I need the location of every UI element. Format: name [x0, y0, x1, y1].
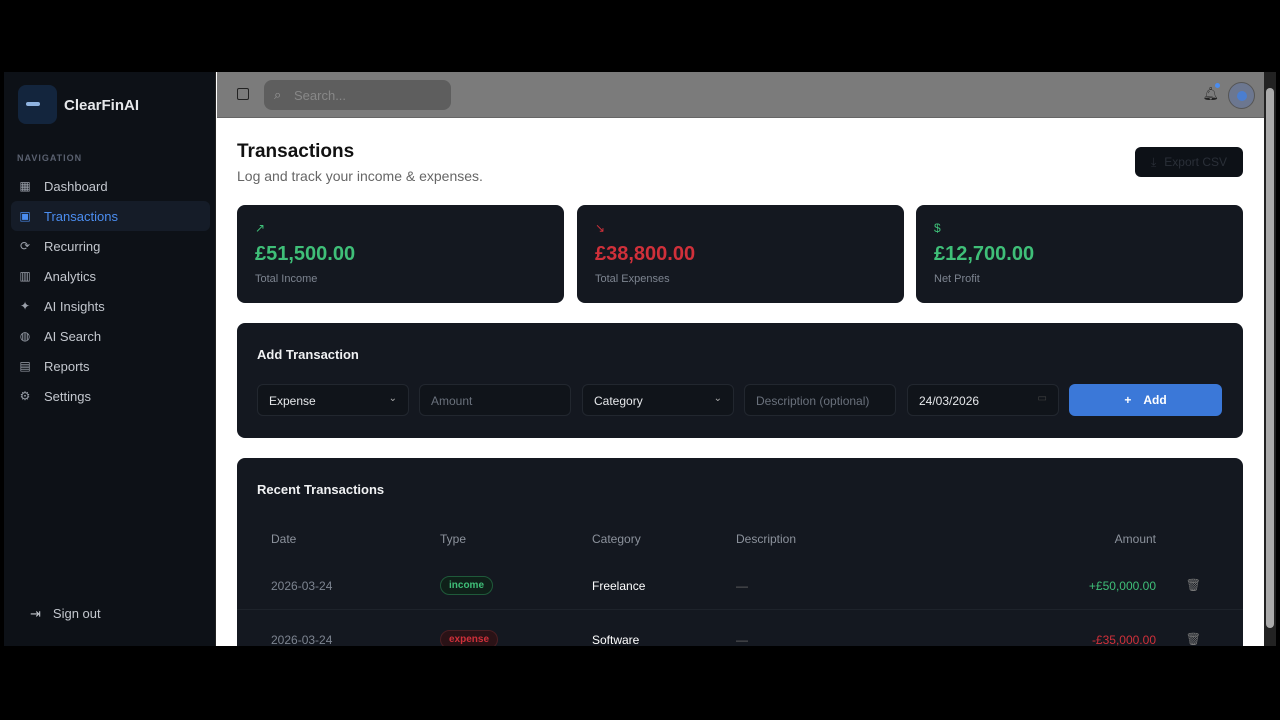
add-label: Add [1143, 393, 1167, 407]
date-input[interactable]: 24/03/2026 ▭ [907, 384, 1059, 416]
trending-down-icon: ↘ [595, 221, 606, 235]
nav-section-label: NAVIGATION [17, 153, 83, 163]
dollar-icon: $ [934, 221, 941, 235]
sidebar-item-reports[interactable]: ▤ Reports [11, 351, 210, 381]
sign-out-label: Sign out [52, 606, 101, 621]
stat-value: £51,500.00 [255, 243, 356, 265]
amount-input[interactable]: Amount [419, 384, 571, 416]
type-value: Expense [269, 394, 316, 408]
sign-out-button[interactable]: ⇥ Sign out [30, 606, 101, 622]
refresh-icon: ⟳ [19, 239, 31, 253]
trash-icon[interactable]: 🗑︎ [1185, 632, 1201, 646]
sidebar-item-ai-search[interactable]: ◍ AI Search [11, 321, 210, 351]
stat-value: £12,700.00 [934, 243, 1035, 265]
notification-dot [1215, 83, 1220, 88]
sidebar-item-label: Dashboard [44, 178, 108, 194]
description-input[interactable]: Description (optional) [744, 384, 896, 416]
search-input[interactable]: ⌕ Search... [264, 80, 451, 110]
app-window: ClearFinAI NAVIGATION ▦ Dashboard ▣ Transa… [4, 72, 1276, 646]
type-badge: income [440, 576, 494, 595]
dashboard-icon: ▦ [19, 179, 31, 193]
sidebar-item-label: Settings [44, 388, 91, 404]
stat-card-income: ↗ £51,500.00 Total Income [237, 205, 564, 303]
table-row: 2026-03-24 expense Software — -£35,000.0… [237, 612, 1243, 646]
globe-icon: ◍ [19, 329, 31, 343]
sidebar-item-ai-insights[interactable]: ✦ AI Insights [11, 291, 210, 321]
bell-icon[interactable]: 🔔︎ [1202, 86, 1219, 101]
chevron-down-icon: ⌄ [388, 393, 397, 404]
page-subtitle: Log and track your income & expenses. [237, 168, 483, 184]
page-title: Transactions [237, 141, 355, 162]
section-title: Add Transaction [257, 347, 359, 362]
stat-card-expenses: ↘ £38,800.00 Total Expenses [577, 205, 904, 303]
export-label: Export CSV [1164, 155, 1227, 169]
stat-card-net-profit: $ £12,700.00 Net Profit [916, 205, 1243, 303]
search-placeholder: Search... [294, 88, 347, 103]
amount-cell: -£35,000.00 [1091, 633, 1156, 646]
column-header-type: Type [440, 532, 467, 546]
column-header-description: Description [736, 532, 797, 546]
trending-up-icon: ↗ [255, 221, 266, 235]
sidebar-item-settings[interactable]: ⚙ Settings [11, 381, 210, 411]
date-cell: 2026-03-24 [271, 579, 333, 593]
logo [18, 85, 57, 124]
column-header-category: Category [592, 532, 641, 546]
sign-out-icon: ⇥ [30, 606, 41, 621]
recent-transactions-card: Recent Transactions Date Type Category D… [237, 458, 1243, 646]
brand-name: ClearFinAI [64, 97, 140, 114]
bar-chart-icon: ▥ [19, 269, 31, 283]
stat-label: Total Income [255, 273, 318, 285]
table-row: 2026-03-24 income Freelance — +£50,000.0… [237, 558, 1243, 610]
avatar[interactable] [1228, 82, 1255, 109]
sidebar-toggle-icon[interactable] [237, 88, 249, 100]
column-header-date: Date [271, 532, 297, 546]
sidebar: ClearFinAI NAVIGATION ▦ Dashboard ▣ Transa… [4, 72, 216, 646]
trash-icon[interactable]: 🗑︎ [1185, 578, 1201, 592]
download-icon: ⤓ [1150, 154, 1157, 169]
search-icon: ⌕ [274, 87, 282, 102]
top-bar: ⌕ Search... 🔔︎ [217, 72, 1264, 118]
sidebar-item-label: Analytics [44, 268, 97, 284]
description-cell: — [736, 633, 748, 646]
sidebar-item-label: AI Search [44, 328, 102, 344]
sidebar-item-label: Recurring [44, 238, 101, 254]
type-badge: expense [440, 630, 499, 646]
column-header-amount: Amount [1114, 532, 1156, 546]
category-cell: Freelance [592, 579, 646, 593]
sidebar-item-label: AI Insights [44, 298, 105, 314]
category-select[interactable]: Category ⌄ [582, 384, 734, 416]
stat-label: Net Profit [934, 273, 980, 285]
sidebar-item-transactions[interactable]: ▣ Transactions [11, 201, 210, 231]
stat-value: £38,800.00 [595, 243, 696, 265]
section-title: Recent Transactions [257, 482, 385, 497]
type-select[interactable]: Expense ⌄ [257, 384, 409, 416]
chevron-down-icon: ⌄ [713, 393, 722, 404]
scrollbar[interactable] [1264, 72, 1276, 646]
calendar-icon: ▭ [1037, 393, 1047, 404]
add-transaction-card: Add Transaction Expense ⌄ Amount Category… [237, 323, 1243, 438]
sidebar-item-label: Transactions [44, 208, 118, 224]
add-button[interactable]: + Add [1069, 384, 1222, 416]
category-value: Category [594, 394, 643, 408]
sidebar-item-label: Reports [44, 358, 90, 374]
description-cell: — [736, 579, 748, 593]
wallet-icon: ▣ [19, 209, 31, 223]
amount-cell: +£50,000.00 [1088, 579, 1156, 593]
stat-label: Total Expenses [595, 273, 670, 285]
sidebar-item-recurring[interactable]: ⟳ Recurring [11, 231, 210, 261]
file-icon: ▤ [19, 359, 31, 373]
date-value: 24/03/2026 [919, 394, 980, 408]
sparkles-icon: ✦ [19, 299, 31, 313]
plus-icon: + [1124, 393, 1132, 407]
scrollbar-thumb[interactable] [1266, 88, 1274, 628]
sidebar-item-dashboard[interactable]: ▦ Dashboard [11, 171, 210, 201]
gear-icon: ⚙ [19, 389, 31, 403]
category-cell: Software [592, 633, 640, 646]
sidebar-item-analytics[interactable]: ▥ Analytics [11, 261, 210, 291]
date-cell: 2026-03-24 [271, 633, 333, 646]
export-csv-button[interactable]: ⤓ Export CSV [1135, 147, 1243, 177]
